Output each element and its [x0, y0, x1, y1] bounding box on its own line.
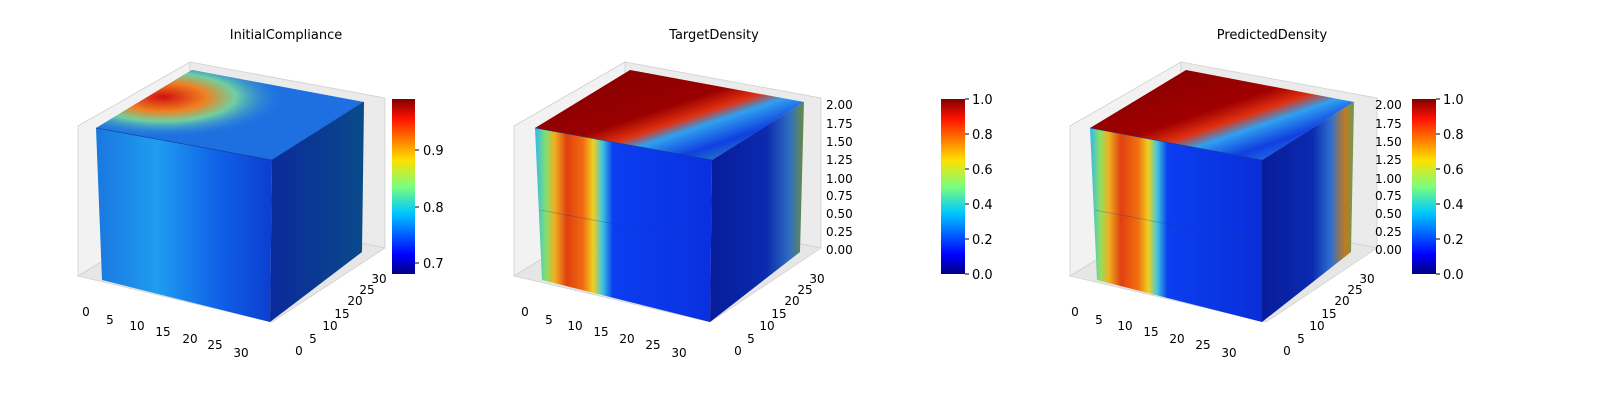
- z-tick: 1.00: [1375, 172, 1402, 186]
- chart-title: TargetDensity: [668, 28, 759, 43]
- x-tick: 30: [1221, 346, 1236, 360]
- y-tick: 15: [334, 307, 349, 321]
- x-tick: 25: [645, 338, 660, 352]
- z-tick: 0.00: [826, 243, 853, 257]
- z-tick: 0.75: [1375, 189, 1402, 203]
- y-tick: 15: [1321, 307, 1336, 321]
- z-tick: 0.75: [826, 189, 853, 203]
- x-tick: 0: [1071, 305, 1079, 319]
- panel-initial-compliance: InitialCompliance: [76, 28, 444, 360]
- colorbar-tick: 0.9: [423, 144, 444, 159]
- colorbar: 0.0 0.2 0.4 0.6 0.8 1.0: [1412, 93, 1464, 283]
- colorbar-tick: 1.0: [1443, 93, 1464, 108]
- colorbar-tick: 0.4: [1443, 198, 1464, 213]
- y-tick: 25: [1347, 283, 1362, 297]
- y-tick: 5: [309, 332, 317, 346]
- y-tick: 20: [347, 294, 362, 308]
- y-tick: 20: [1334, 294, 1349, 308]
- x-tick: 10: [567, 319, 582, 333]
- colorbar-tick: 0.2: [972, 233, 993, 248]
- colorbar-tick: 0.6: [1443, 163, 1464, 178]
- y-axis-ticks: 0 5 10 15 20 25 30: [295, 272, 386, 358]
- z-tick: 2.00: [1375, 98, 1402, 112]
- x-tick: 20: [182, 332, 197, 346]
- y-tick: 0: [734, 344, 742, 358]
- x-tick: 10: [129, 319, 144, 333]
- x-axis-ticks: 0 5 10 15 20 25 30: [521, 305, 686, 360]
- colorbar: 0.0 0.2 0.4 0.6 0.8 1.0: [941, 93, 993, 283]
- colorbar-gradient: [392, 99, 415, 274]
- x-tick: 30: [671, 346, 686, 360]
- colorbar-gradient: [941, 99, 965, 274]
- colorbar-tick: 0.7: [423, 257, 444, 272]
- y-tick: 10: [759, 319, 774, 333]
- colorbar-tick: 0.0: [972, 268, 993, 283]
- z-tick: 0.00: [1375, 243, 1402, 257]
- colorbar-tick: 0.6: [972, 163, 993, 178]
- z-tick: 2.00: [826, 98, 853, 112]
- x-tick: 5: [545, 313, 553, 327]
- colorbar-tick: 0.8: [1443, 128, 1464, 143]
- y-tick: 30: [371, 272, 386, 286]
- z-tick: 1.25: [1375, 153, 1402, 167]
- z-tick: 1.00: [826, 172, 853, 186]
- y-tick: 25: [359, 283, 374, 297]
- z-tick: 1.50: [1375, 135, 1402, 149]
- voxel-cube: [95, 70, 365, 322]
- x-tick: 0: [82, 305, 90, 319]
- colorbar-tick: 0.4: [972, 198, 993, 213]
- y-tick: 5: [1297, 332, 1305, 346]
- colorbar: 0.7 0.8 0.9: [392, 99, 444, 274]
- z-tick: 0.25: [826, 225, 853, 239]
- z-tick: 1.25: [826, 153, 853, 167]
- y-tick: 30: [1359, 272, 1374, 286]
- y-tick: 20: [784, 294, 799, 308]
- colorbar-tick: 0.0: [1443, 268, 1464, 283]
- panel-target-density: TargetDensity: [512, 28, 993, 360]
- panel-predicted-density: PredictedDensity: [1068, 28, 1464, 360]
- x-tick: 10: [1117, 319, 1132, 333]
- z-tick: 0.25: [1375, 225, 1402, 239]
- colorbar-gradient: [1412, 99, 1436, 274]
- x-tick: 15: [1143, 325, 1158, 339]
- x-tick: 30: [233, 346, 248, 360]
- voxel-cube: [534, 70, 804, 322]
- y-tick: 25: [797, 283, 812, 297]
- z-tick: 1.50: [826, 135, 853, 149]
- z-tick: 1.75: [826, 117, 853, 131]
- z-tick: 1.75: [1375, 117, 1402, 131]
- x-tick: 25: [207, 338, 222, 352]
- x-tick: 15: [155, 325, 170, 339]
- y-tick: 0: [295, 344, 303, 358]
- x-tick: 0: [521, 305, 529, 319]
- colorbar-tick: 0.2: [1443, 233, 1464, 248]
- y-tick: 10: [322, 319, 337, 333]
- chart-title: InitialCompliance: [230, 28, 343, 43]
- x-tick: 5: [106, 313, 114, 327]
- x-tick: 20: [1169, 332, 1184, 346]
- z-axis-ticks: 0.00 0.25 0.50 0.75 1.00 1.25 1.50 1.75 …: [826, 98, 853, 257]
- y-axis-ticks: 0 5 10 15 20 25 30: [734, 272, 824, 358]
- y-tick: 0: [1283, 344, 1291, 358]
- x-tick: 20: [619, 332, 634, 346]
- colorbar-tick: 1.0: [972, 93, 993, 108]
- y-tick: 15: [771, 307, 786, 321]
- colorbar-tick: 0.8: [972, 128, 993, 143]
- x-tick: 5: [1095, 313, 1103, 327]
- x-tick: 15: [593, 325, 608, 339]
- colorbar-tick: 0.8: [423, 201, 444, 216]
- y-axis-ticks: 0 5 10 15 20 25 30: [1283, 272, 1374, 358]
- y-tick: 30: [809, 272, 824, 286]
- z-tick: 0.50: [1375, 207, 1402, 221]
- z-tick: 0.50: [826, 207, 853, 221]
- x-axis-ticks: 0 5 10 15 20 25 30: [1071, 305, 1236, 360]
- chart-title: PredictedDensity: [1217, 28, 1328, 43]
- x-tick: 25: [1195, 338, 1210, 352]
- x-axis-ticks: 0 5 10 15 20 25 30: [82, 305, 248, 360]
- z-axis-ticks: 0.00 0.25 0.50 0.75 1.00 1.25 1.50 1.75 …: [1375, 98, 1402, 257]
- y-tick: 10: [1309, 319, 1324, 333]
- voxel-cube: [1089, 70, 1354, 322]
- y-tick: 5: [747, 332, 755, 346]
